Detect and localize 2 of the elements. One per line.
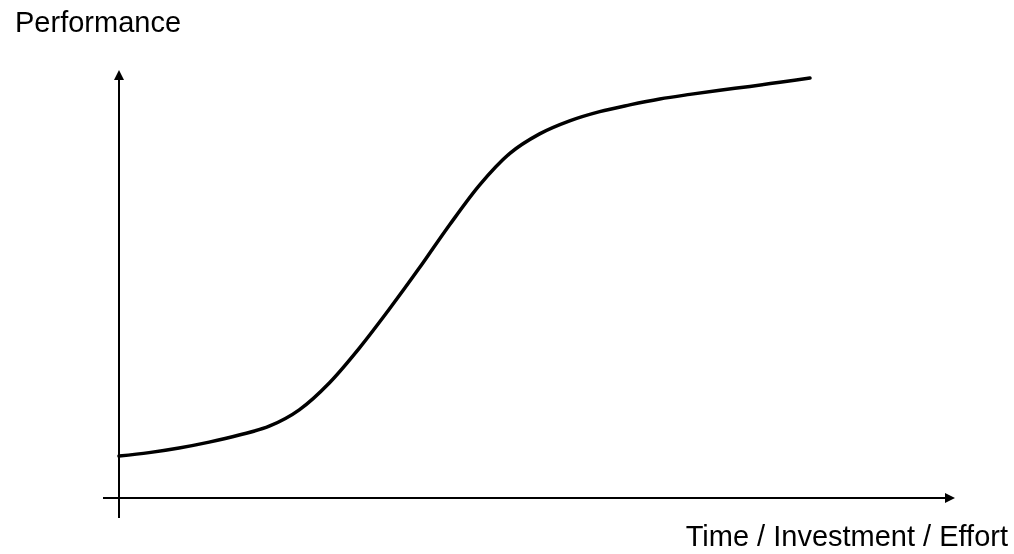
y-axis-title: Performance [15, 6, 182, 38]
x-axis-title: Time / Investment / Effort [685, 520, 1008, 552]
